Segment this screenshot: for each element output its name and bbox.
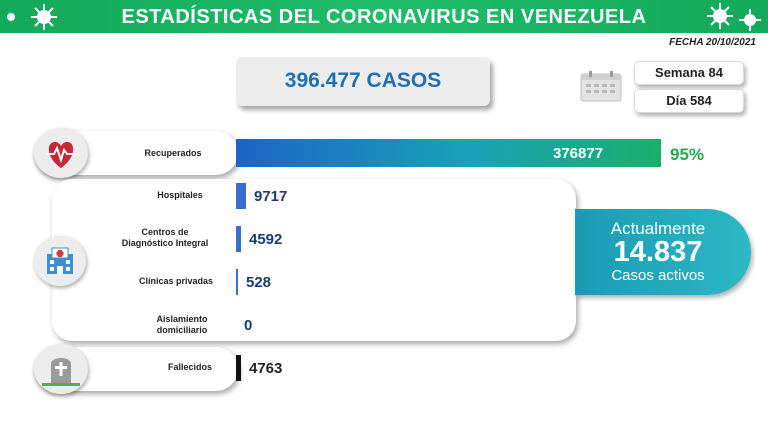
hospital-group-card: [52, 179, 576, 341]
hospital-icon: [34, 236, 86, 286]
home-isolation-label: Aislamiento domiciliario: [140, 314, 224, 336]
recovered-bar: [236, 139, 661, 167]
virus-icon: [31, 4, 57, 30]
calendar-icon: [580, 71, 622, 102]
cdi-value: 4592: [249, 231, 283, 248]
clinics-label: Clínicas privadas: [138, 276, 214, 286]
recovered-label: Recuperados: [144, 148, 202, 158]
cdi-bar: [236, 226, 241, 252]
heart-icon: [34, 128, 88, 178]
total-cases: 396.477 CASOS: [284, 69, 442, 92]
tombstone-icon: [34, 344, 88, 394]
page-title: ESTADÍSTICAS DEL CORONAVIRUS EN VENEZUEL…: [121, 6, 647, 28]
hospitals-value: 9717: [254, 188, 288, 205]
active-cases-box: Actualmente 14.837 Casos activos: [575, 209, 751, 295]
total-cases-box: 396.477 CASOS: [236, 57, 490, 106]
active-number: 14.837: [613, 236, 703, 268]
virus-icon: [707, 3, 733, 29]
home-isolation-line2: domiciliario: [156, 325, 208, 335]
day-pill: Día 584: [634, 89, 744, 113]
cdi-label-line1: Centros de: [141, 227, 189, 237]
home-isolation-value: 0: [244, 317, 253, 334]
deaths-label: Fallecidos: [167, 362, 212, 372]
header-banner: ESTADÍSTICAS DEL CORONAVIRUS EN VENEZUEL…: [0, 0, 768, 33]
virus-icon: [739, 9, 761, 31]
deaths-value: 4763: [249, 360, 283, 377]
cdi-label-line2: Diagnóstico Integral: [121, 238, 209, 248]
date-label: FECHA 20/10/2021: [669, 37, 756, 48]
hospitals-label: Hospitales: [157, 190, 203, 200]
cdi-label: Centros de Diagnóstico Integral: [108, 227, 222, 249]
virus-icon: [7, 13, 15, 21]
active-line2: Casos activos: [611, 267, 705, 284]
clinics-value: 528: [246, 274, 272, 291]
week-pill: Semana 84: [634, 61, 744, 85]
active-line1: Actualmente: [610, 219, 706, 238]
recovered-value: 376877: [553, 145, 604, 162]
home-isolation-line1: Aislamiento: [156, 314, 208, 324]
recovered-percent: 95%: [670, 145, 705, 164]
hospitals-bar: [236, 183, 246, 209]
deaths-bar: [236, 355, 241, 381]
clinics-bar: [236, 269, 238, 295]
